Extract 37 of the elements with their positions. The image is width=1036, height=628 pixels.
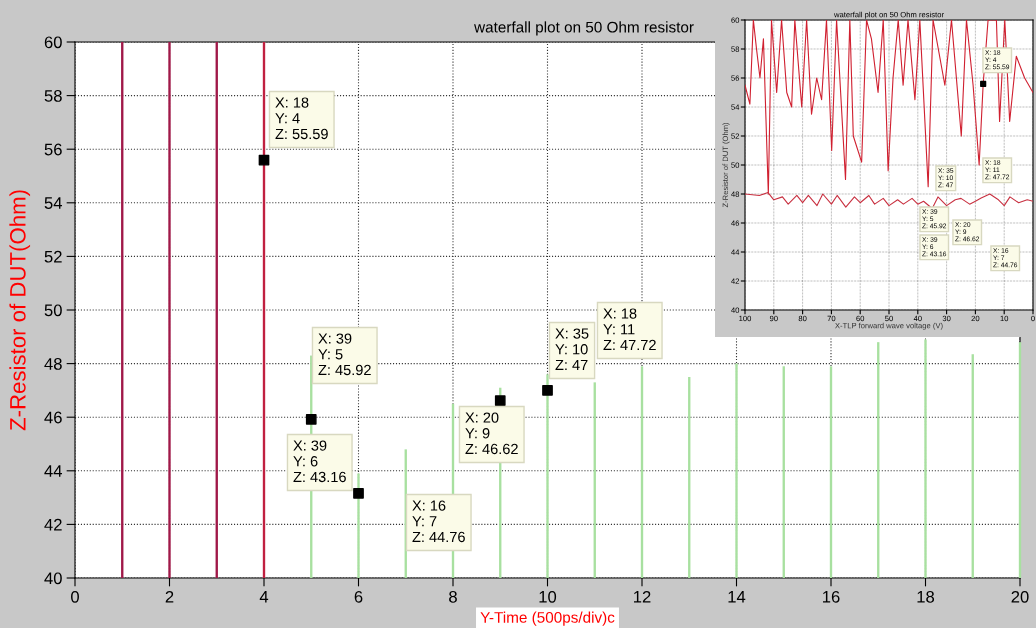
y-tick-label: 54 — [44, 197, 63, 209]
x-tick-label: 16 — [823, 590, 840, 603]
y-tick-label: 60 — [44, 36, 62, 49]
y-tick-label: 40 — [44, 572, 62, 585]
y-tick-label: 46 — [44, 411, 62, 424]
annotation: X: 39 Y: 6 Z: 43.16 — [293, 440, 346, 483]
x-tick-label: 6 — [354, 590, 363, 603]
x-tick-label: 18 — [917, 590, 935, 603]
line-series — [745, 191, 1033, 210]
annotation: X: 39 Y: 5 Z: 45.92 — [318, 333, 371, 376]
point — [258, 154, 270, 166]
annotation: X: 18 Y: 11 Z: 47.72 — [603, 308, 656, 350]
point — [494, 395, 506, 406]
y-tick-label: 44 — [44, 465, 63, 477]
x-tick-label: 12 — [634, 590, 651, 603]
x-tick-label: 4 — [259, 591, 269, 603]
annotation: X: 16 Y: 7 Z: 44.76 — [412, 500, 465, 543]
annotation: X: 20 Y: 9 Z: 46.62 — [465, 412, 518, 455]
chart-title: waterfall plot on 50 Ohm resistor — [474, 21, 694, 36]
y-tick-label: 52 — [44, 250, 62, 263]
x-tick-label: 8 — [449, 590, 457, 603]
x-tick-label: 10 — [539, 590, 557, 603]
x-axis-title: Y-Time (500ps/div)c — [480, 611, 615, 626]
y-tick-label: 48 — [44, 358, 62, 370]
point — [305, 413, 317, 425]
y-tick-label: 56 — [44, 143, 62, 156]
y-tick-label: 58 — [44, 90, 62, 102]
annotation: X: 18 Y: 4 Z: 55.59 — [275, 97, 328, 140]
point — [542, 385, 553, 396]
x-tick-label: 14 — [728, 591, 746, 603]
point — [353, 487, 364, 499]
x-tick-label: 0 — [71, 590, 79, 603]
annotation: X: 35 Y: 10 Z: 47 — [555, 328, 589, 370]
x-tick-label: 20 — [1011, 590, 1029, 603]
y-axis-title: Z-Resistor of DUT(Ohm) — [9, 190, 31, 431]
y-tick-label: 42 — [44, 518, 62, 531]
x-tick-label: 2 — [165, 590, 174, 603]
